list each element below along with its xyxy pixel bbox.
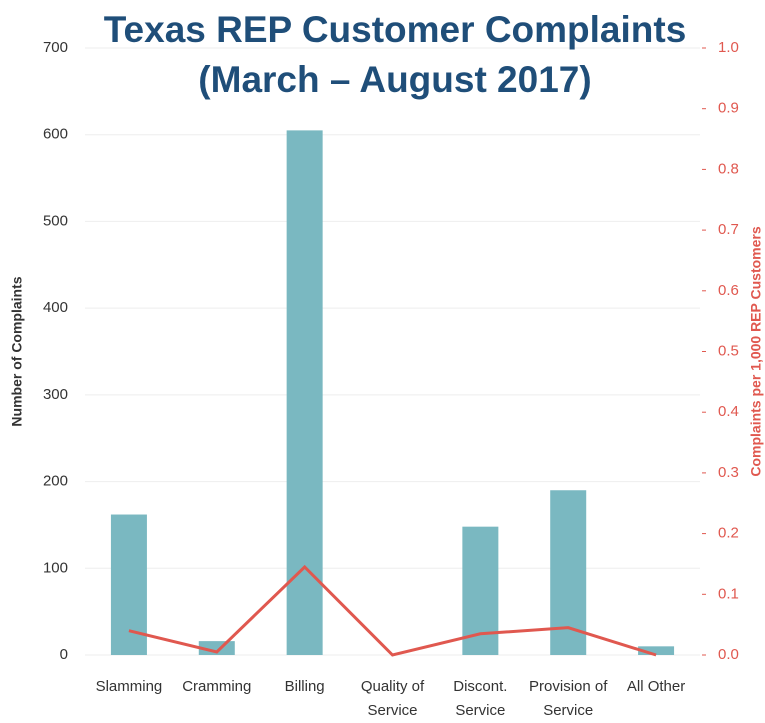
- y2-tick-label: 0.9: [718, 100, 739, 117]
- y2-tick-label: 0.4: [718, 403, 739, 420]
- y-tick-label: 200: [43, 473, 68, 490]
- y2-tick-label: 1.0: [718, 39, 739, 56]
- y2-tick-label: 0.0: [718, 646, 739, 663]
- chart-title: Texas REP Customer Complaints: [103, 9, 687, 50]
- y2-axis-title: Complaints per 1,000 REP Customers: [748, 226, 764, 476]
- x-tick-label: Discont. Service: [453, 678, 508, 719]
- y2-tick-label: 0.3: [718, 464, 739, 481]
- y-tick-label: 500: [43, 212, 68, 229]
- x-tick-label: Billing: [284, 678, 325, 695]
- x-tick-label: Provision of Service: [529, 678, 608, 719]
- line: [128, 564, 657, 657]
- x-tick-label: Slamming: [95, 678, 163, 695]
- y2-tick-label: 0.8: [718, 160, 739, 177]
- x-tick-label: All Other: [626, 678, 686, 695]
- y2-tick-label: 0.6: [718, 282, 739, 299]
- y2-tick-label: 0.2: [718, 525, 739, 542]
- y-tick-label: 700: [43, 39, 68, 56]
- y2-tick-label: 0.7: [718, 221, 739, 238]
- chart-subtitle: (March – August 2017): [198, 59, 592, 100]
- x-tick-label: Quality of Service: [360, 678, 425, 719]
- y-axis-title: Number of Complaints: [9, 276, 25, 426]
- bar: [286, 130, 323, 656]
- y-tick-label: 100: [43, 559, 68, 576]
- y2-tick-label: 0.5: [718, 342, 739, 359]
- y-tick-label: 600: [43, 126, 68, 143]
- y-tick-label: 300: [43, 386, 68, 403]
- y-tick-label: 0: [60, 646, 68, 663]
- bar: [638, 646, 675, 655]
- y-tick-label: 400: [43, 299, 68, 316]
- y2-tick-label: 0.1: [718, 585, 739, 602]
- x-tick-label: Cramming: [182, 678, 252, 695]
